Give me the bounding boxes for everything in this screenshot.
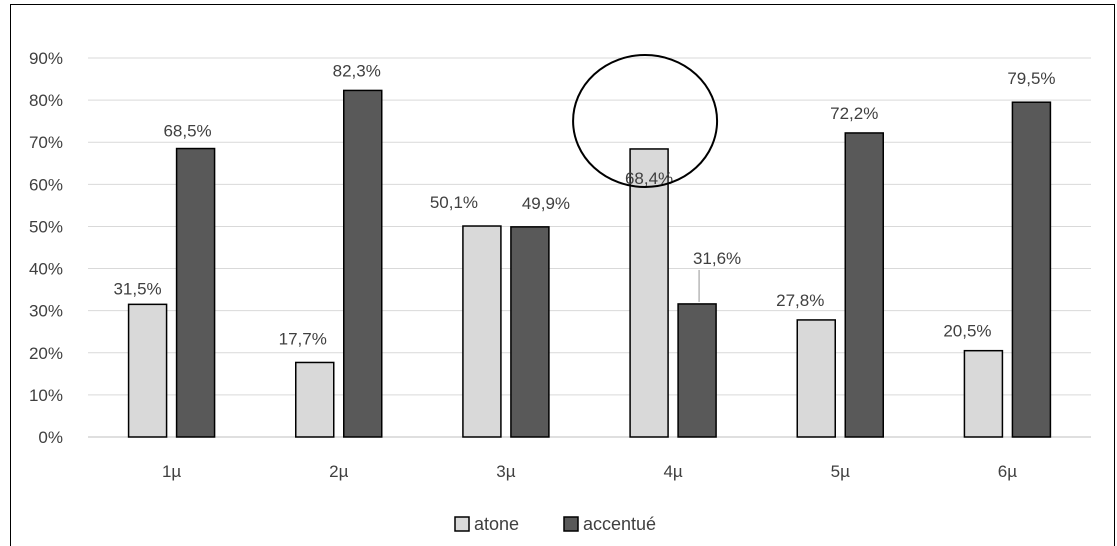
data-label: 49,9% bbox=[522, 194, 570, 213]
legend: atone accentué bbox=[454, 514, 656, 534]
bar-atone bbox=[462, 225, 502, 438]
x-tick-label: 2µ bbox=[329, 462, 348, 481]
bar-atone bbox=[963, 349, 1004, 438]
x-tick-label: 1µ bbox=[162, 462, 181, 481]
annotations bbox=[572, 54, 719, 188]
chart-frame bbox=[10, 4, 1115, 546]
data-label: 20,5% bbox=[943, 322, 991, 341]
gridlines bbox=[88, 57, 1091, 438]
bar-accentué bbox=[343, 89, 383, 438]
bar-accentué bbox=[677, 303, 717, 438]
data-label: 68,5% bbox=[163, 122, 211, 141]
data-label: 31,5% bbox=[113, 279, 161, 298]
bar-accentué bbox=[1011, 101, 1052, 438]
data-label: 27,8% bbox=[776, 291, 824, 310]
data-label: 31,6% bbox=[693, 249, 741, 268]
y-axis-ticks: 0% 10% 20% 30% 40% 50% 60% 70% 80% 90% bbox=[29, 49, 63, 447]
legend-label: accentué bbox=[583, 514, 656, 534]
y-tick-label: 80% bbox=[29, 91, 63, 110]
x-tick-label: 4µ bbox=[663, 462, 682, 481]
data-label: 68,4% bbox=[625, 169, 673, 188]
y-tick-label: 0% bbox=[38, 428, 63, 447]
y-tick-label: 40% bbox=[29, 260, 63, 279]
y-tick-label: 90% bbox=[29, 49, 63, 68]
bar-atone bbox=[127, 303, 168, 438]
bar-accentué bbox=[844, 132, 884, 438]
x-tick-label: 6µ bbox=[998, 462, 1017, 481]
y-tick-label: 60% bbox=[29, 175, 63, 194]
data-label: 17,7% bbox=[279, 329, 327, 348]
y-tick-label: 30% bbox=[29, 302, 63, 321]
data-label: 82,3% bbox=[333, 61, 381, 80]
bar-accentué bbox=[175, 147, 216, 438]
data-label: 79,5% bbox=[1007, 69, 1055, 88]
data-labels: 31,5% 68,5% 17,7% 82,3% 50,1% 49,9% 68,4% 31,6%… bbox=[113, 61, 1055, 348]
data-label: 72,2% bbox=[830, 104, 878, 123]
bar-atone bbox=[295, 361, 335, 438]
bar-atone bbox=[796, 319, 836, 438]
bar-atone bbox=[629, 148, 669, 438]
y-tick-label: 70% bbox=[29, 133, 63, 152]
y-tick-label: 50% bbox=[29, 217, 63, 236]
x-tick-label: 3µ bbox=[496, 462, 515, 481]
highlight-ellipse bbox=[572, 54, 719, 188]
legend-swatch-atone bbox=[454, 516, 470, 532]
data-label: 50,1% bbox=[430, 193, 478, 212]
x-tick-label: 5µ bbox=[831, 462, 850, 481]
legend-swatch-accentué bbox=[563, 516, 579, 532]
bar-accentué bbox=[510, 226, 550, 438]
x-axis-ticks: 1µ 2µ 3µ 4µ 5µ 6µ bbox=[162, 462, 1017, 481]
y-tick-label: 20% bbox=[29, 344, 63, 363]
bars bbox=[127, 89, 1052, 438]
legend-label: atone bbox=[474, 514, 519, 534]
y-tick-label: 10% bbox=[29, 386, 63, 405]
